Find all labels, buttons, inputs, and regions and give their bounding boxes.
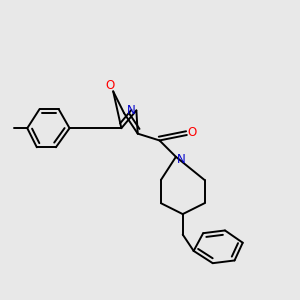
Text: N: N [176, 153, 185, 166]
Text: O: O [106, 80, 115, 92]
Text: N: N [127, 104, 135, 117]
Text: O: O [188, 126, 197, 139]
